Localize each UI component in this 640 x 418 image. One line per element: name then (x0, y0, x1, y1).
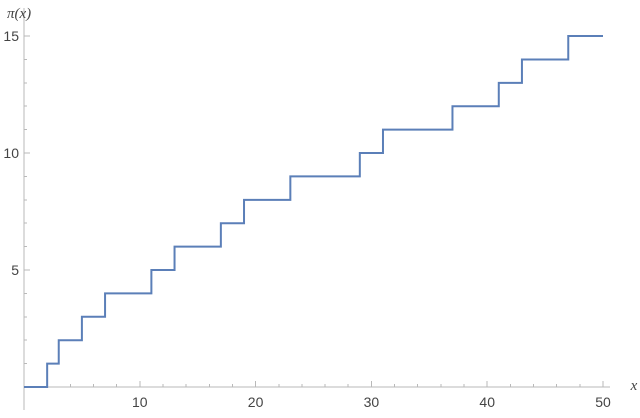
series-layer (24, 35, 603, 388)
y-tick-label: 5 (11, 262, 19, 278)
labels-layer: 10 20 30 40 50 5 10 15 x π(x) (3, 6, 637, 410)
y-axis-label: π(x) (7, 6, 31, 22)
x-tick-label: 40 (479, 394, 495, 410)
ticks-layer (24, 35, 604, 387)
axes-layer (23, 8, 610, 410)
x-axis-label: x (630, 378, 638, 394)
y-tick-label: 10 (3, 145, 19, 161)
x-tick-label: 50 (595, 394, 611, 410)
y-tick-label: 15 (3, 28, 19, 44)
x-tick-label: 10 (132, 394, 148, 410)
step-series-line (24, 35, 603, 388)
x-tick-label: 30 (364, 394, 380, 410)
x-tick-label: 20 (248, 394, 264, 410)
